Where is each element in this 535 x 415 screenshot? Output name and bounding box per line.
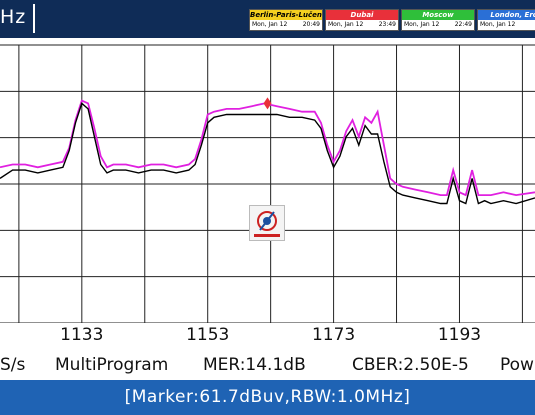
x-tick-label: 1193 <box>437 325 482 345</box>
x-tick-label: 1153 <box>186 325 230 345</box>
clock-date: Mon, Jan 12 <box>404 21 440 28</box>
plot-grid <box>0 44 535 323</box>
clock-datetime: Mon, Jan 12 20:49 <box>250 20 322 30</box>
world-clock: Dubai Mon, Jan 12 23:49 <box>325 9 399 31</box>
clock-city: Moscow <box>402 10 474 20</box>
broadcaster-logo <box>249 205 285 241</box>
spectrum-traces <box>0 99 535 205</box>
clock-time: 20:49 <box>302 21 320 28</box>
marker-info-bar: [Marker:61.7dBuv,RBW:1.0MHz] <box>0 380 535 415</box>
clock-city: Berlin-Paris-Lučenec <box>250 10 322 20</box>
max-hold-trace <box>0 99 535 197</box>
clock-date: Mon, Jan 12 <box>252 21 288 28</box>
clock-date: Mon, Jan 12 <box>328 21 364 28</box>
spectrum-plot <box>0 44 535 323</box>
live-trace <box>0 102 535 205</box>
x-tick-label: 1133 <box>60 325 104 345</box>
clock-date: Mon, Jan 12 <box>480 21 516 28</box>
cber-readout: CBER:2.50E-5 <box>352 355 469 375</box>
clock-time: 22:49 <box>454 21 472 28</box>
symbol-rate-readout: S/s <box>0 355 26 375</box>
power-readout: Pow <box>500 355 534 375</box>
frequency-unit-label: Hz <box>0 6 27 28</box>
world-clock: Moscow Mon, Jan 12 22:49 <box>401 9 475 31</box>
world-clock: Berlin-Paris-LučenecMon, Jan 12 20:49 <box>249 9 323 31</box>
marker-info-text: [Marker:61.7dBuv,RBW:1.0MHz] <box>124 387 411 407</box>
x-axis-labels: 1133 1153 1173 1193 <box>0 323 535 351</box>
mode-readout: MultiProgram <box>55 355 169 375</box>
header-divider <box>33 4 35 33</box>
clock-datetime: Mon, Jan 1219: <box>478 20 535 30</box>
top-bar: Hz Berlin-Paris-LučenecMon, Jan 1220:49D… <box>0 0 535 38</box>
marker-layer <box>263 97 272 110</box>
clock-city: London, Ero <box>478 10 535 20</box>
mer-readout: MER:14.1dB <box>203 355 306 375</box>
clock-city: Dubai <box>326 10 398 20</box>
clock-time: 23:49 <box>378 21 396 28</box>
clock-datetime: Mon, Jan 12 22:49 <box>402 20 474 30</box>
clock-datetime: Mon, Jan 12 23:49 <box>326 20 398 30</box>
x-tick-label: 1173 <box>311 325 356 345</box>
marker-diamond <box>263 97 272 110</box>
signal-status-row: S/s MultiProgram MER:14.1dB CBER:2.50E-5… <box>0 351 535 379</box>
